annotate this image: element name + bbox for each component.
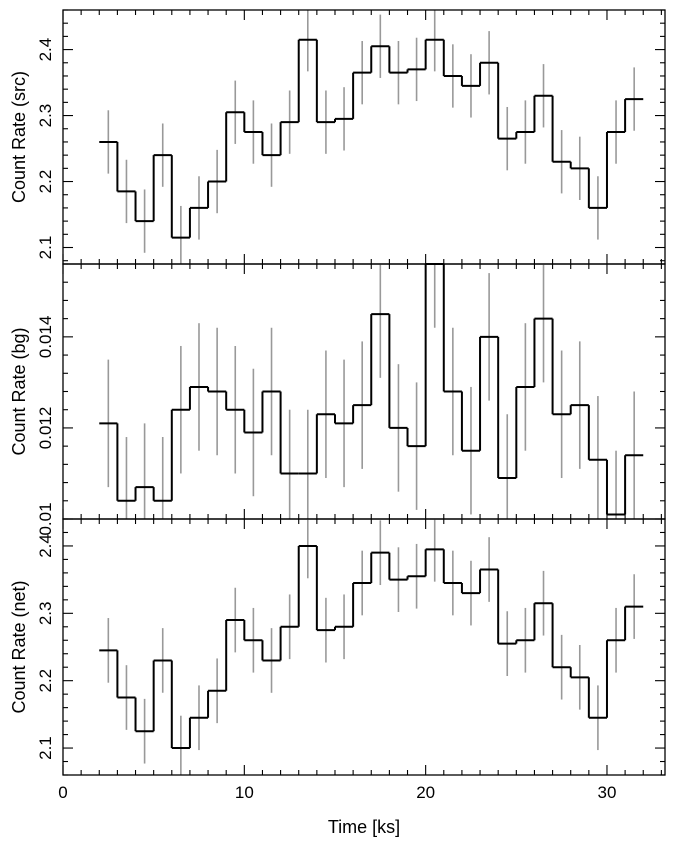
y-tick-label: 2.2	[36, 669, 55, 693]
panel-frame	[62, 518, 666, 776]
panel-frame	[62, 9, 666, 265]
y-tick-label: 0.014	[36, 316, 55, 359]
x-tick-label: 30	[598, 783, 617, 802]
y-tick-label: 2.4	[36, 38, 55, 62]
y-tick-label: 2.4	[36, 534, 55, 558]
y-tick-label: 2.1	[36, 236, 55, 260]
y-tick-label: 2.3	[36, 104, 55, 128]
y-tick-label: 0.01	[36, 502, 55, 535]
y-tick-label: 2.3	[36, 601, 55, 625]
panel-frame	[62, 263, 666, 520]
x-tick-label: 10	[235, 783, 254, 802]
y-tick-label: 2.2	[36, 170, 55, 194]
x-tick-label: 0	[58, 783, 67, 802]
y-tick-label: 2.1	[36, 736, 55, 760]
y-axis-label: Count Rate (net)	[9, 580, 29, 713]
y-axis-label: Count Rate (src)	[9, 71, 29, 203]
y-axis-label: Count Rate (bg)	[9, 327, 29, 455]
y-tick-label: 0.012	[36, 407, 55, 450]
x-tick-label: 20	[416, 783, 435, 802]
x-axis-label: Time [ks]	[328, 817, 400, 837]
